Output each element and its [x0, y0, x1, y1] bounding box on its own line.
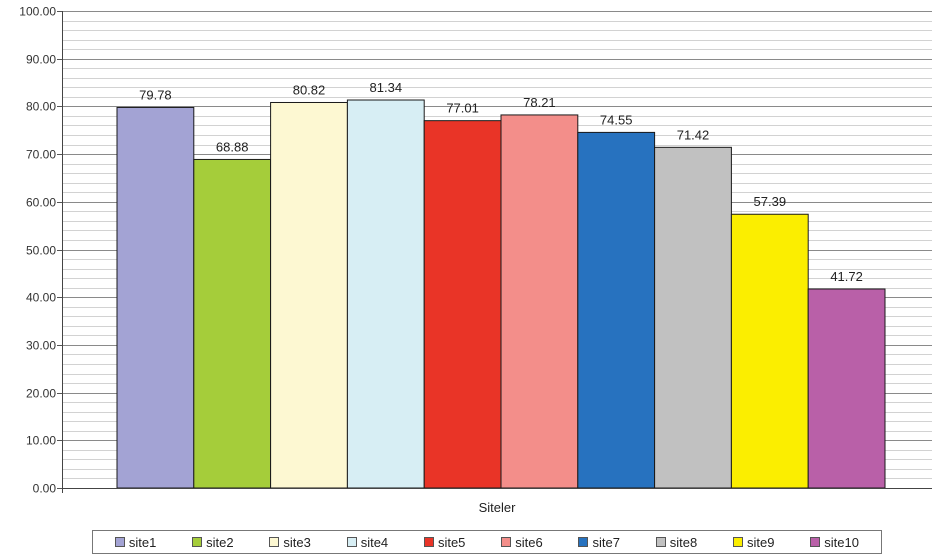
- bar-site7: [577, 131, 656, 489]
- legend-item-site9: site9: [733, 535, 774, 550]
- legend-swatch: [810, 537, 821, 547]
- y-tick-label: 70.00: [26, 148, 56, 162]
- bar-site10: [807, 288, 886, 489]
- legend-label: site1: [128, 534, 157, 550]
- bar-value-labels: 79.78 68.88 80.82 81.34 77.01 78.21 74.55 71.42…: [139, 80, 863, 284]
- legend-label: site7: [592, 534, 620, 550]
- y-tick-label: 80.00: [26, 100, 56, 114]
- y-tick-label: 10.00: [26, 434, 56, 448]
- axes: [62, 11, 932, 493]
- y-tick-label: 90.00: [26, 53, 56, 67]
- bar-site6: [500, 114, 579, 489]
- legend-swatch: [114, 537, 125, 547]
- bar-label-site9: 57.39: [754, 194, 787, 209]
- bar-label-site4: 81.34: [370, 80, 403, 95]
- legend-label: site9: [747, 534, 775, 550]
- legend-item-site4: site4: [346, 534, 389, 550]
- legend-swatch: [655, 537, 666, 547]
- bar-site8: [654, 146, 732, 489]
- x-axis-label: Siteler: [479, 500, 517, 515]
- bar-label-site8: 71.42: [677, 127, 710, 142]
- y-axis-tick-labels: 0.00 10.00 20.00 30.00 40.00 50.00 60.00 70.00 8…: [19, 5, 62, 496]
- bar-label-site10: 41.72: [830, 269, 863, 284]
- bar-site2: [193, 158, 272, 489]
- y-tick-label: 30.00: [26, 339, 56, 353]
- legend-label: site5: [437, 534, 466, 550]
- legend-item-site8: site8: [655, 534, 698, 550]
- legend-item-site7: site7: [578, 534, 620, 550]
- legend: site1 site2 site3 site4 site5 site6 site7 site8…: [92, 530, 882, 554]
- legend-item-site1: site1: [114, 534, 157, 550]
- bar-label-site7: 74.55: [600, 112, 633, 127]
- legend-item-site10: site10: [810, 535, 859, 550]
- bar-site9: [730, 213, 809, 489]
- bar-site5: [423, 120, 502, 489]
- bar-site4: [346, 99, 425, 489]
- bars: [116, 99, 886, 489]
- legend-item-site6: site6: [501, 534, 543, 550]
- legend-label: site3: [283, 534, 311, 550]
- bar-chart: 0.00 10.00 20.00 30.00 40.00 50.00 60.00 70.00 8…: [19, 5, 932, 515]
- legend-swatch: [423, 537, 434, 547]
- legend-swatch: [501, 537, 512, 547]
- bar-site3: [270, 101, 348, 489]
- y-tick-label: 40.00: [26, 291, 56, 305]
- legend-label: site6: [515, 534, 543, 550]
- y-tick-label: 20.00: [26, 387, 56, 401]
- legend-swatch: [578, 537, 589, 547]
- legend-item-site5: site5: [423, 534, 466, 550]
- y-tick-label: 100.00: [19, 5, 56, 19]
- y-tick-label: 0.00: [33, 482, 57, 496]
- bar-label-site5: 77.01: [446, 101, 479, 116]
- legend-label: site4: [360, 534, 389, 550]
- bar-label-site1: 79.78: [139, 87, 172, 102]
- bar-site1: [116, 106, 195, 489]
- legend-swatch: [269, 537, 280, 547]
- bar-label-site2: 68.88: [216, 139, 249, 154]
- legend-swatch: [192, 537, 203, 547]
- legend-label: site8: [669, 534, 698, 550]
- y-tick-label: 50.00: [26, 244, 56, 258]
- legend-label: site2: [206, 534, 234, 550]
- legend-swatch: [733, 537, 744, 547]
- legend-item-site3: site3: [269, 534, 311, 550]
- bar-label-site3: 80.82: [293, 82, 326, 97]
- legend-item-site2: site2: [192, 534, 234, 550]
- legend-label: site10: [824, 534, 859, 550]
- bar-label-site6: 78.21: [523, 95, 556, 110]
- y-tick-label: 60.00: [26, 196, 56, 210]
- legend-swatch: [346, 537, 357, 547]
